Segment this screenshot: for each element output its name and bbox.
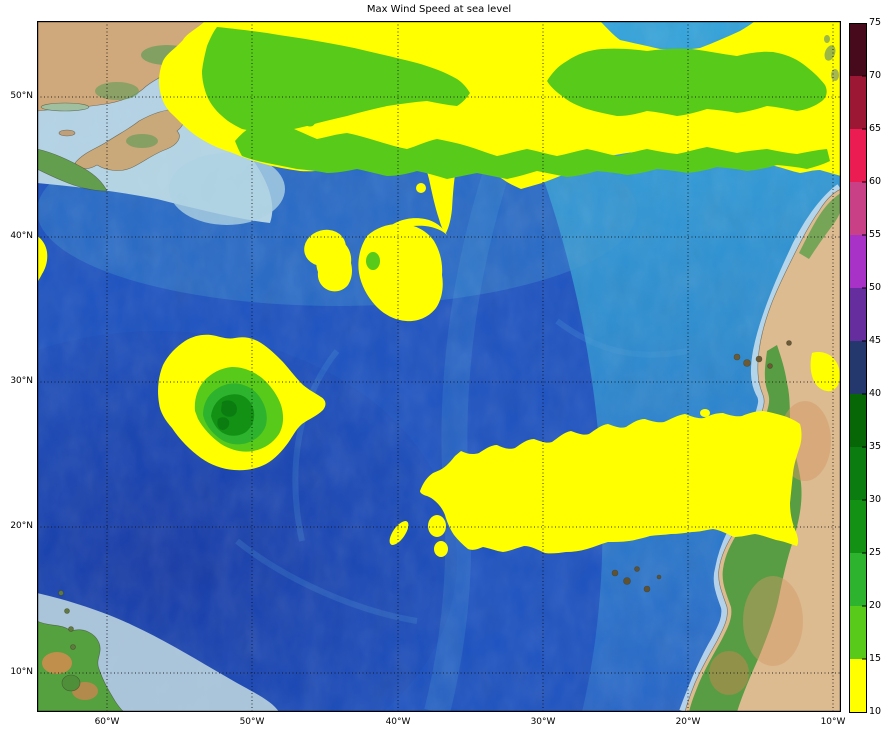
cbar-label-35: 35 [869,441,882,452]
land-anticosti [40,102,90,112]
cbar-label-25: 25 [869,547,882,558]
wind-region-north-green-east [547,48,827,116]
canary-islands [733,353,773,369]
cbar-seg-60-65 [849,129,867,182]
cbar-seg-70-75 [849,23,867,76]
wind-region-west-edge [37,236,48,283]
wind-region-storm-core-1 [221,400,237,417]
cbar-label-60: 60 [869,176,882,187]
lesser-antilles [58,590,76,650]
land-pei [58,129,76,137]
colorbar-ticks [862,75,867,660]
cbar-seg-15-20 [849,606,867,659]
colorbar [849,23,867,713]
cbar-seg-50-55 [849,235,867,288]
cbar-label-10: 10 [869,706,882,717]
cbar-seg-45-50 [849,288,867,341]
wind-region-trade-band [420,411,802,554]
guinea-highlands [709,651,749,695]
colorbar-segments [849,23,867,712]
wind-region-midlat-big [358,223,443,322]
lon-label-20w: 20°W [675,717,701,727]
colorbar-frame [849,23,867,713]
sahel-orange [743,576,803,666]
cbar-seg-65-70 [849,76,867,129]
cbar-label-20: 20 [869,600,882,611]
newfoundland-green [126,134,158,148]
cbar-label-50: 50 [869,282,882,293]
wind-region-north-green-west [202,27,470,133]
cbar-label-45: 45 [869,335,882,346]
land-nova-scotia [37,148,108,192]
cbar-label-55: 55 [869,229,882,240]
cbar-label-40: 40 [869,388,882,399]
wind-region-midlat-small [316,239,352,292]
cbar-seg-30-35 [849,447,867,500]
labrador-green-2 [95,82,139,100]
lon-label-30w: 30°W [530,717,556,727]
cbar-seg-40-45 [849,341,867,394]
plot-frame [37,21,841,712]
cbar-seg-25-30 [849,500,867,553]
lon-label-50w: 50°W [239,717,265,727]
wind-contour-layer [37,21,841,557]
grand-banks [169,153,285,225]
cbar-label-30: 30 [869,494,882,505]
wind-region-madeira [810,352,840,392]
map-plot-area [37,21,841,712]
sa-highlands [42,652,72,674]
cbar-label-65: 65 [869,123,882,134]
lon-label-10w: 10°W [820,717,846,727]
cbar-label-15: 15 [869,653,882,664]
cbar-seg-35-40 [849,394,867,447]
lat-label-10n: 10°N [10,667,33,677]
cbar-seg-20-25 [849,553,867,606]
cape-verde-islands [611,566,662,593]
morocco-green [799,193,841,259]
wind-trade-islets [389,409,740,557]
wind-region-storm-core-2 [217,417,230,430]
lon-label-60w: 60°W [94,717,120,727]
wind-midlat-green-core [366,252,380,270]
wind-region-north-green-band [235,122,830,179]
cbar-label-70: 70 [869,70,882,81]
land-trinidad [61,674,81,692]
madeira-island [786,340,792,346]
wind-islet-north-2 [416,183,426,193]
wind-region-midlat-arc [382,218,447,235]
lat-label-40n: 40°N [10,231,33,241]
lon-label-40w: 40°W [385,717,411,727]
lat-label-20n: 20°N [10,521,33,531]
cbar-seg-55-60 [849,182,867,235]
cbar-seg-10-15 [849,659,867,712]
graticule [37,21,841,712]
wind-green-dot-north [304,115,316,127]
cbar-label-75: 75 [869,17,882,28]
plot-title: Max Wind Speed at sea level [366,4,512,15]
lat-label-30n: 30°N [10,376,33,386]
lat-label-50n: 50°N [10,91,33,101]
